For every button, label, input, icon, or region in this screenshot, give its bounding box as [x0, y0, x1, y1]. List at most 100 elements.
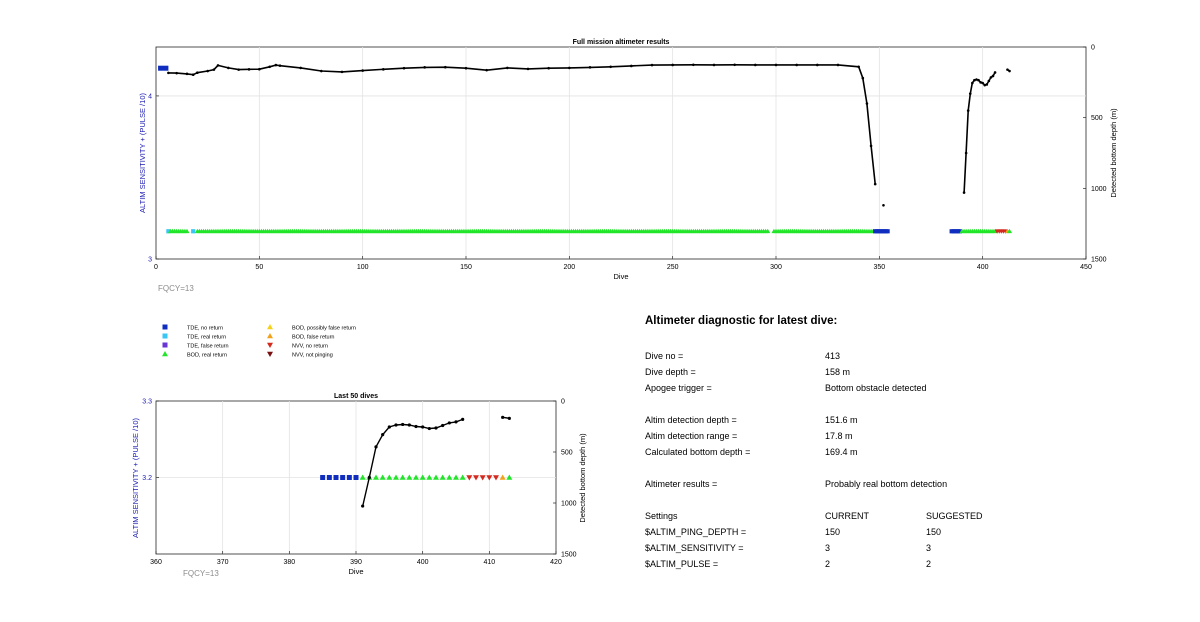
main-y-axis-label: ALTIM SENSITIVITY + (PULSE /10)	[138, 93, 147, 213]
calc-bottom-row: Calculated bottom depth = 169.4 m	[645, 444, 1065, 460]
depth-point	[258, 67, 261, 71]
dive-status-marker	[426, 474, 433, 480]
results-value: Probably real bottom detection	[825, 479, 948, 489]
setting-suggested: 3	[926, 543, 932, 553]
x-tick-label: 100	[357, 264, 369, 271]
dive-status-marker	[333, 475, 339, 480]
legend-marker	[267, 342, 273, 348]
dive-status-marker	[166, 229, 171, 234]
setting-row-sensitivity: $ALTIM_SENSITIVITY = 3 3	[645, 540, 1065, 556]
dive-status-marker	[433, 474, 439, 480]
setting-current: 2	[825, 559, 831, 569]
dive-status-marker	[393, 474, 399, 480]
legend: TDE, no return TDE, real return TDE, false…	[162, 324, 356, 359]
depth-point	[387, 425, 391, 429]
y2-tick-label: 500	[561, 450, 573, 457]
depth-point	[968, 92, 972, 95]
depth-point	[485, 68, 488, 72]
dive-depth-value: 158 m	[825, 367, 851, 377]
depth-point	[861, 76, 865, 80]
apogee-label: Apogee trigger =	[645, 383, 712, 393]
depth-point	[981, 81, 984, 85]
depth-point	[278, 64, 282, 67]
legend-label: BOD, real return	[187, 353, 227, 359]
depth-point	[196, 71, 199, 75]
dive-status-marker	[379, 474, 386, 480]
x-tick-label: 420	[550, 559, 562, 566]
setting-suggested: 150	[926, 527, 942, 537]
current-header: CURRENT	[825, 511, 869, 521]
dive-status-marker	[373, 474, 379, 480]
diagnostic-title: Altimeter diagnostic for latest dive:	[645, 315, 838, 327]
depth-point	[414, 424, 418, 429]
y2-tick-label: 1000	[561, 501, 577, 508]
legend-marker	[162, 324, 168, 330]
depth-point	[185, 72, 189, 76]
depth-point	[454, 420, 458, 424]
depth-point	[987, 79, 991, 83]
legend-label: TDE, real return	[187, 335, 226, 341]
x-tick-label: 410	[483, 559, 495, 566]
depth-point	[962, 191, 966, 194]
depth-point	[609, 65, 612, 69]
dive-status-marker	[453, 474, 459, 480]
depth-point	[836, 63, 840, 67]
main-fqcy-annotation: FQCY=13	[158, 284, 194, 293]
calc-bottom-value: 169.4 m	[825, 447, 858, 457]
dive-status-marker	[191, 229, 196, 234]
dive-status-marker	[406, 474, 413, 480]
depth-point	[461, 417, 465, 421]
depth-point	[423, 66, 426, 69]
dive-status-marker	[506, 474, 513, 480]
x-tick-label: 380	[283, 559, 295, 566]
legend-label: BOD, false return	[292, 335, 335, 341]
altim-depth-row: Altim detection depth = 151.6 m	[645, 412, 1065, 428]
x-tick-label: 400	[417, 559, 429, 566]
depth-point	[394, 423, 398, 427]
depth-point	[212, 68, 216, 71]
depth-point	[1008, 69, 1011, 73]
dive-status-marker	[340, 475, 346, 480]
dive-status-marker	[320, 475, 326, 480]
legend-marker	[162, 333, 168, 339]
x-tick-label: 370	[217, 559, 229, 566]
depth-point	[507, 416, 511, 420]
settings-header-row: Settings CURRENT SUGGESTED	[645, 508, 1065, 524]
depth-point	[402, 66, 406, 70]
depth-point	[506, 66, 509, 70]
depth-point	[526, 67, 530, 71]
legend-marker	[162, 351, 168, 357]
dive-status-marker	[459, 474, 466, 480]
depth-point	[447, 421, 451, 425]
depth-point	[964, 151, 968, 155]
dive-status-marker	[466, 475, 473, 481]
depth-point	[795, 63, 798, 67]
x-tick-label: 200	[563, 264, 575, 271]
y2-tick-label: 0	[1091, 45, 1095, 52]
depth-point	[216, 64, 220, 67]
depth-point	[382, 68, 385, 71]
depth-point	[733, 63, 736, 67]
depth-point	[975, 78, 978, 81]
last50-y-axis-label: ALTIM SENSITIVITY + (PULSE /10)	[131, 418, 140, 538]
legend-label: NVV, no return	[292, 344, 328, 350]
last50-x-axis-label: Dive	[348, 567, 363, 576]
legend-label: BOD, possibly false return	[292, 326, 356, 332]
setting-name: $ALTIM_SENSITIVITY =	[645, 543, 744, 553]
dive-status-marker	[473, 475, 479, 481]
settings-header: Settings	[645, 511, 678, 521]
apogee-row: Apogee trigger = Bottom obstacle detecte…	[645, 380, 1065, 396]
depth-point	[712, 63, 716, 67]
depth-point	[381, 433, 385, 437]
depth-point	[650, 63, 654, 67]
x-tick-label: 400	[977, 264, 989, 271]
depth-point	[873, 182, 877, 186]
setting-current: 3	[825, 543, 831, 553]
depth-point	[547, 66, 550, 70]
last50-chart-title: Last 50 dives	[334, 393, 378, 400]
dive-status-marker	[399, 474, 406, 480]
dive-no-row: Dive no = 413	[645, 348, 1065, 364]
depth-point	[671, 63, 674, 67]
